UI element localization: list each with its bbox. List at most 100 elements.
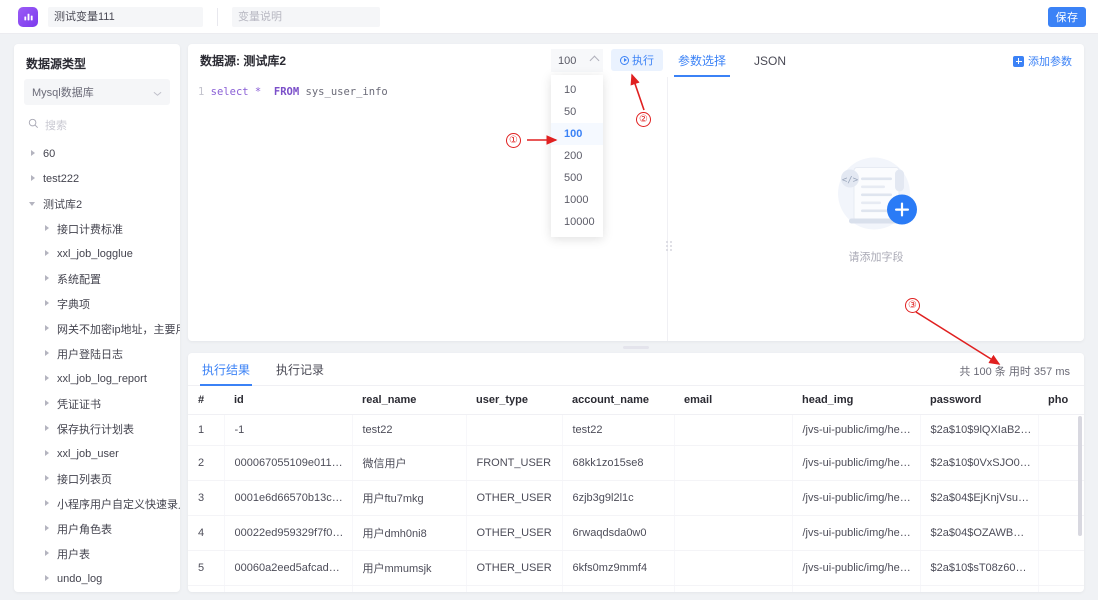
limit-dropdown-option-10[interactable]: 10 [564, 84, 577, 96]
chevron-right-icon[interactable] [30, 175, 37, 182]
tree-node[interactable]: 用户表 [14, 541, 180, 566]
tab-result[interactable]: 执行结果 [199, 353, 253, 386]
add-param-label: 添加参数 [1028, 56, 1072, 68]
chevron-right-icon[interactable] [44, 425, 51, 432]
cell-id: 00022ed959329f7f03a... [224, 515, 353, 551]
table-header-row: # id real_name user_type account_name email he… [188, 386, 1084, 415]
tree-node[interactable]: 小程序用户自定义快速录入 [14, 491, 180, 516]
table-row[interactable]: 1 -1 test22 test22/jvs-ui-public/img/headI.… [188, 414, 1084, 446]
limit-dropdown-option-10000[interactable]: 10000 [564, 216, 595, 228]
sql-code-editor[interactable]: 1 select * FROM sys_user_info [188, 77, 672, 341]
table-row[interactable]: 4 00022ed959329f7f03a... 用户dmh0ni8 OTHER_US… [188, 515, 1084, 551]
tree-node[interactable]: xxl_job_logglue [14, 241, 180, 266]
tree-node[interactable]: 凭证证书 [14, 391, 180, 416]
svg-text:</>: </> [842, 176, 859, 186]
tree-node-label: 60 [43, 147, 56, 160]
chevron-right-icon[interactable] [44, 275, 51, 282]
tree-node[interactable]: 接口计费标准 [14, 216, 180, 241]
tree-node[interactable]: 用户角色表 [14, 516, 180, 541]
cell-email [674, 585, 793, 592]
chevron-right-icon[interactable] [44, 550, 51, 557]
table-row[interactable]: 2 000067055109e0110e... 微信用户 FRONT_USER 68kk… [188, 445, 1084, 481]
save-button[interactable]: 保存 [1048, 7, 1086, 27]
tab-history[interactable]: 执行记录 [276, 363, 325, 377]
editor-toolbar: 数据源: 测试库2 100 执行 参数选择 JSON 添加参数 [188, 44, 1084, 77]
tree-node-label: 字典项 [57, 298, 90, 311]
result-grid-scroll[interactable]: # id real_name user_type account_name email he… [188, 386, 1084, 592]
run-button[interactable]: 执行 [611, 49, 663, 71]
tree-node[interactable]: xxl_job_log_report [14, 366, 180, 391]
cell-id: 0001e6d66570b13c79... [224, 480, 353, 516]
tree-node[interactable]: 测试库2 [14, 191, 180, 216]
cell-#: 5 [188, 550, 225, 586]
chevron-right-icon[interactable] [44, 400, 51, 407]
cell-head_img: /jvs-ui-public/img/headI... [792, 414, 921, 446]
cell-real_name: 微信用户 [352, 585, 467, 592]
search-placeholder: 搜索 [45, 120, 67, 132]
tree-node-label: 系统配置 [57, 273, 101, 286]
tree-node[interactable]: xxl_job_user [14, 441, 180, 466]
tree-node[interactable]: 字典项 [14, 291, 180, 316]
chevron-right-icon[interactable] [44, 575, 51, 582]
cell-real_name: 用户mmumsjk [352, 550, 467, 586]
limit-dropdown-option-50[interactable]: 50 [564, 106, 577, 118]
tree-node[interactable]: 60 [14, 141, 180, 166]
tree-node[interactable]: 系统配置 [14, 266, 180, 291]
row-limit-select[interactable]: 100 [551, 49, 603, 72]
vertical-scrollbar[interactable] [1078, 416, 1082, 536]
chevron-right-icon[interactable] [44, 500, 51, 507]
cell-email [674, 550, 793, 586]
chevron-down-icon[interactable] [29, 200, 37, 207]
table-row[interactable]: 3 0001e6d66570b13c79... 用户ftu7mkg OTHER_USE… [188, 480, 1084, 516]
tree-node-label: 用户角色表 [57, 523, 112, 536]
horizontal-splitter[interactable] [188, 341, 1084, 353]
cell-account_name: 68kk1zo15se8 [562, 445, 675, 481]
tree-node-label: 网关不加密ip地址，主要用 [57, 323, 180, 336]
cell-account_name: 6kfs0mz9mmf4 [562, 550, 675, 586]
cell-email [674, 515, 793, 551]
cell-account_name: 6zjb3g9l2l1c [562, 480, 675, 516]
chevron-right-icon[interactable] [44, 475, 51, 482]
column-header: pho [1038, 386, 1084, 415]
column-header: head_img [792, 386, 920, 415]
row-limit-dropdown[interactable]: 10 50 100 200 500 1000 10000 [551, 75, 603, 237]
datasource-type-select[interactable]: Mysql数据库 [24, 79, 170, 105]
tree-node[interactable]: 接口列表页 [14, 466, 180, 491]
chevron-right-icon[interactable] [44, 450, 51, 457]
limit-dropdown-option-1000[interactable]: 1000 [564, 194, 589, 206]
chevron-right-icon[interactable] [44, 300, 51, 307]
table-row[interactable]: 60008c0000441c000041...微信用户 63cjm09d4s48 /… [188, 585, 1084, 592]
tree-node-label: test222 [43, 172, 80, 185]
tree-node[interactable]: test222 [14, 166, 180, 191]
chevron-right-icon[interactable] [44, 375, 51, 382]
empty-state-text: 请添加字段 [848, 251, 904, 264]
tree-node[interactable]: 保存执行计划表 [14, 416, 180, 441]
tab-json[interactable]: JSON [754, 53, 787, 68]
table-row[interactable]: 5 00060a2eed5afcad49c... 用户mmumsjk OTHER_US… [188, 550, 1084, 586]
tree-search-input[interactable]: 搜索 [14, 105, 180, 139]
tab-params[interactable]: 参数选择 [673, 44, 731, 77]
variable-name-input[interactable]: 测试变量111 [48, 6, 203, 27]
sql-table-name: sys_user_info [305, 86, 388, 98]
cell-password: $2a$10$0VxSJO0bKb... [920, 445, 1039, 481]
result-stat-text: 共 100 条 用时 357 ms [959, 366, 1070, 378]
chevron-right-icon[interactable] [44, 325, 51, 332]
chevron-right-icon[interactable] [44, 525, 51, 532]
chevron-right-icon[interactable] [30, 150, 37, 157]
tree-node[interactable]: 渠道 [14, 591, 180, 592]
limit-dropdown-option-200[interactable]: 200 [564, 150, 583, 162]
chevron-right-icon[interactable] [44, 250, 51, 257]
tree-node-label: xxl_job_logglue [57, 247, 133, 260]
variable-desc-input[interactable]: 变量说明 [232, 6, 380, 27]
tree-node-label: 接口列表页 [57, 473, 112, 486]
tree-node[interactable]: undo_log [14, 566, 180, 591]
cell-real_name: 微信用户 [352, 445, 467, 481]
chevron-right-icon[interactable] [44, 350, 51, 357]
limit-dropdown-option-500[interactable]: 500 [564, 172, 583, 184]
tree-node[interactable]: 用户登陆日志 [14, 341, 180, 366]
chevron-right-icon[interactable] [44, 225, 51, 232]
add-param-button[interactable]: 添加参数 [1013, 53, 1072, 69]
pane-resize-handle[interactable] [666, 241, 673, 252]
limit-dropdown-option-100[interactable]: 100 [551, 123, 603, 145]
tree-node[interactable]: 网关不加密ip地址，主要用 [14, 316, 180, 341]
